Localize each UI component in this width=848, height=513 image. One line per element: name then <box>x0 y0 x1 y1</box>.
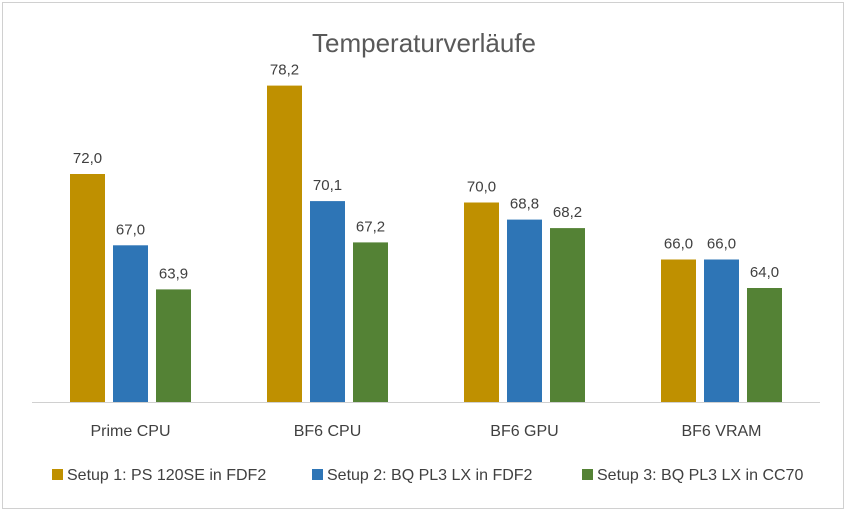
data-label-series1-2: 70,0 <box>467 179 496 196</box>
legend-label-series1: Setup 1: PS 120SE in FDF2 <box>67 467 266 484</box>
data-label-series2-2: 68,8 <box>510 196 539 213</box>
bar-series2-1 <box>310 201 345 402</box>
data-label-series3-3: 64,0 <box>750 264 779 281</box>
data-label-series2-0: 67,0 <box>116 221 145 238</box>
bar-series1-1 <box>267 85 302 402</box>
legend-swatch-series1 <box>52 469 63 480</box>
data-label-series1-1: 78,2 <box>270 62 299 79</box>
bar-series3-0 <box>156 289 191 402</box>
x-tick-label-3: BF6 VRAM <box>681 423 761 440</box>
legend-label-series3: Setup 3: BQ PL3 LX in CC70 <box>597 467 803 484</box>
legend: Setup 1: PS 120SE in FDF2 Setup 2: BQ PL3… <box>52 467 803 484</box>
chart-title: Temperaturverläufe <box>312 28 536 58</box>
data-label-series3-0: 63,9 <box>159 265 188 282</box>
legend-swatch-series3 <box>582 469 593 480</box>
x-tick-label-0: Prime CPU <box>90 423 170 440</box>
data-label-series2-1: 70,1 <box>313 177 342 194</box>
bar-series3-3 <box>747 288 782 402</box>
data-label-series1-3: 66,0 <box>664 236 693 253</box>
bar-series1-2 <box>464 202 499 402</box>
x-tick-label-2: BF6 GPU <box>490 423 558 440</box>
data-label-series3-2: 68,2 <box>553 204 582 221</box>
bar-series2-2 <box>507 219 542 402</box>
bar-series1-3 <box>661 259 696 402</box>
bar-series3-2 <box>550 228 585 402</box>
bar-series2-0 <box>113 245 148 403</box>
bar-series2-3 <box>704 259 739 402</box>
bars-layer: 72,0 67,0 63,9 78,2 70,1 67,2 70,0 68,8 68,2 66,0… <box>70 62 782 403</box>
data-label-series3-1: 67,2 <box>356 218 385 235</box>
data-label-series1-0: 72,0 <box>73 150 102 167</box>
legend-label-series2: Setup 2: BQ PL3 LX in FDF2 <box>327 467 533 484</box>
legend-swatch-series2 <box>312 469 323 480</box>
x-tick-label-1: BF6 CPU <box>294 423 362 440</box>
x-tick-labels: Prime CPU BF6 CPU BF6 GPU BF6 VRAM <box>90 423 761 440</box>
data-label-series2-3: 66,0 <box>707 236 736 253</box>
bar-series1-0 <box>70 174 105 402</box>
bar-series3-1 <box>353 242 388 402</box>
